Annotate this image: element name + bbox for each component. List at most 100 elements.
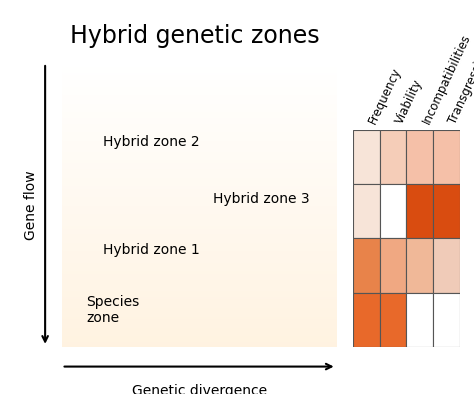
Bar bbox=[62, 73, 337, 77]
Text: Species
zone: Species zone bbox=[86, 295, 140, 325]
Bar bbox=[62, 130, 337, 134]
Bar bbox=[62, 212, 337, 216]
Bar bbox=[62, 181, 337, 185]
Bar bbox=[62, 311, 337, 316]
Bar bbox=[62, 235, 337, 239]
Bar bbox=[62, 294, 337, 299]
Bar bbox=[62, 206, 337, 210]
Bar bbox=[62, 195, 337, 199]
Bar bbox=[62, 167, 337, 171]
Bar bbox=[62, 113, 337, 117]
Bar bbox=[62, 226, 337, 230]
Bar bbox=[62, 178, 337, 182]
Bar bbox=[62, 240, 337, 245]
Bar bbox=[62, 65, 337, 69]
Bar bbox=[62, 82, 337, 86]
Bar bbox=[62, 314, 337, 318]
Bar bbox=[62, 257, 337, 262]
Bar bbox=[380, 184, 407, 238]
Bar bbox=[380, 292, 407, 347]
Bar bbox=[62, 209, 337, 214]
Text: Viability: Viability bbox=[393, 77, 425, 126]
Bar bbox=[62, 246, 337, 250]
Bar bbox=[62, 342, 337, 347]
Bar bbox=[62, 221, 337, 225]
Bar bbox=[62, 118, 337, 123]
Bar bbox=[62, 252, 337, 256]
Bar bbox=[62, 243, 337, 247]
Bar bbox=[62, 121, 337, 125]
Bar bbox=[406, 292, 433, 347]
Bar bbox=[62, 288, 337, 293]
Bar bbox=[62, 331, 337, 335]
Bar bbox=[62, 186, 337, 191]
Bar bbox=[62, 260, 337, 264]
Bar bbox=[62, 269, 337, 273]
Bar bbox=[62, 147, 337, 151]
Text: Hybrid genetic zones: Hybrid genetic zones bbox=[70, 24, 319, 48]
Bar bbox=[62, 93, 337, 97]
Bar bbox=[62, 70, 337, 74]
Bar bbox=[62, 150, 337, 154]
Bar bbox=[62, 229, 337, 233]
Bar bbox=[62, 101, 337, 106]
Bar bbox=[62, 320, 337, 324]
Bar bbox=[406, 238, 433, 292]
Bar bbox=[62, 115, 337, 120]
Bar bbox=[62, 184, 337, 188]
Bar bbox=[406, 184, 433, 238]
Bar bbox=[62, 61, 337, 66]
Bar bbox=[433, 238, 460, 292]
Bar bbox=[62, 277, 337, 281]
Bar bbox=[62, 152, 337, 157]
Bar bbox=[380, 238, 407, 292]
Text: Transgressiveness: Transgressiveness bbox=[447, 23, 474, 126]
Bar bbox=[62, 124, 337, 128]
Bar bbox=[62, 328, 337, 333]
Bar bbox=[62, 172, 337, 177]
Bar bbox=[62, 201, 337, 205]
Bar bbox=[62, 107, 337, 111]
Bar bbox=[62, 297, 337, 301]
Bar bbox=[62, 317, 337, 321]
Bar bbox=[353, 238, 380, 292]
Bar bbox=[353, 184, 380, 238]
Text: Incompatibilities: Incompatibilities bbox=[420, 32, 473, 126]
Bar bbox=[433, 292, 460, 347]
Bar bbox=[62, 144, 337, 148]
Bar bbox=[62, 164, 337, 168]
Bar bbox=[62, 79, 337, 83]
Bar bbox=[62, 84, 337, 89]
Bar bbox=[62, 141, 337, 145]
Bar bbox=[62, 271, 337, 276]
Bar bbox=[433, 184, 460, 238]
Text: Hybrid zone 3: Hybrid zone 3 bbox=[213, 192, 310, 206]
Bar bbox=[62, 300, 337, 304]
Bar bbox=[62, 87, 337, 91]
Bar bbox=[380, 130, 407, 184]
Bar bbox=[62, 303, 337, 307]
Bar bbox=[62, 337, 337, 341]
Bar bbox=[62, 266, 337, 270]
Bar bbox=[62, 110, 337, 114]
Bar bbox=[62, 323, 337, 327]
Bar bbox=[62, 175, 337, 179]
Bar bbox=[62, 215, 337, 219]
Bar bbox=[62, 169, 337, 174]
Bar bbox=[62, 334, 337, 338]
Bar bbox=[62, 189, 337, 193]
Bar bbox=[62, 136, 337, 139]
Bar bbox=[62, 280, 337, 284]
Bar bbox=[62, 67, 337, 72]
Bar bbox=[433, 130, 460, 184]
Bar bbox=[62, 292, 337, 296]
Bar bbox=[62, 217, 337, 222]
Bar bbox=[353, 292, 380, 347]
Bar bbox=[62, 158, 337, 162]
Bar bbox=[62, 127, 337, 131]
Bar bbox=[62, 98, 337, 103]
Bar bbox=[62, 325, 337, 330]
Bar bbox=[62, 232, 337, 236]
Bar bbox=[62, 309, 337, 313]
Bar bbox=[62, 132, 337, 137]
